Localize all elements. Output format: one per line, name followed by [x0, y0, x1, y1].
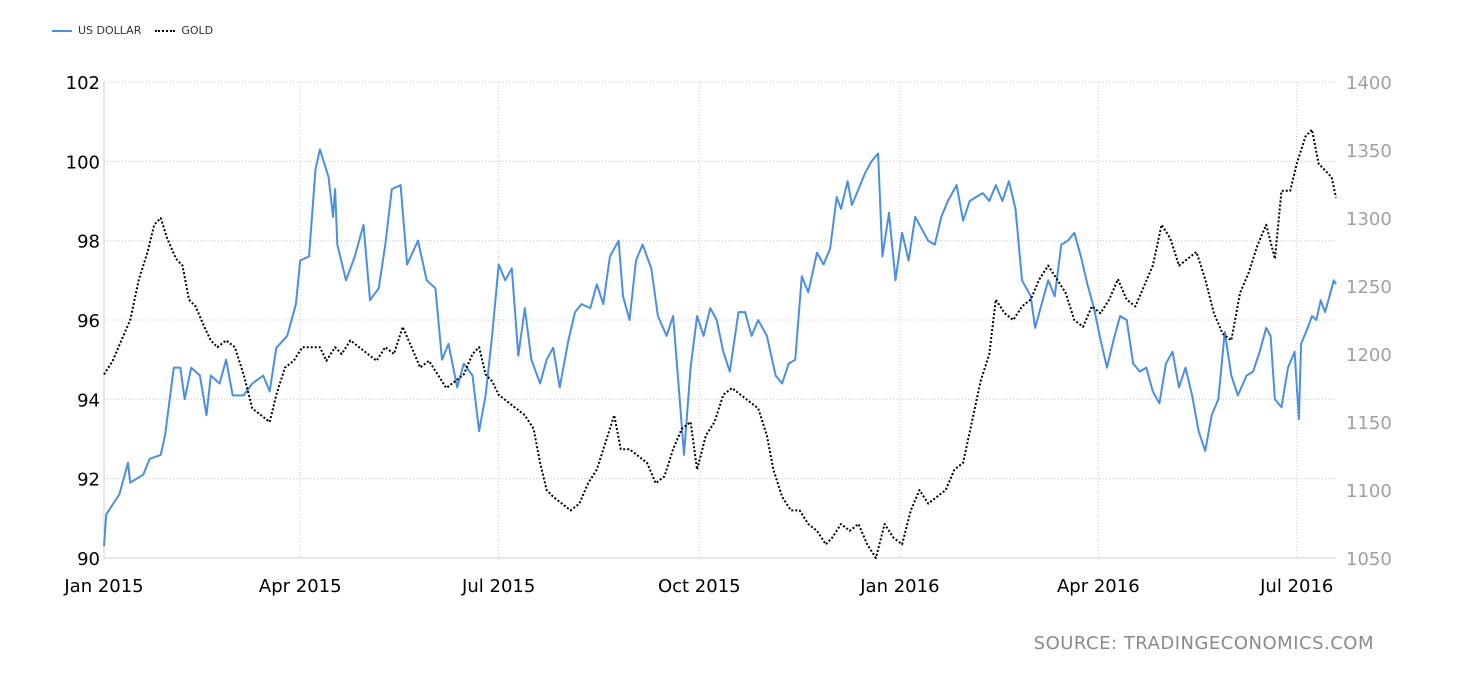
right-tick-label: 1250 [1346, 277, 1392, 298]
left-tick-label: 94 [77, 390, 100, 411]
source-credit: SOURCE: TRADINGECONOMICS.COM [1033, 633, 1374, 654]
right-tick-label: 1100 [1346, 481, 1392, 502]
x-tick-label: Jul 2015 [461, 576, 535, 597]
left-tick-label: 90 [77, 549, 100, 570]
gold-swatch-icon [155, 29, 176, 32]
x-tick-label: Jan 2015 [63, 576, 143, 597]
right-tick-label: 1350 [1346, 141, 1392, 162]
x-tick-label: Apr 2016 [1057, 576, 1140, 597]
left-tick-label: 96 [77, 311, 100, 332]
x-tick-label: Oct 2015 [658, 576, 741, 597]
chart-grid [103, 81, 1336, 559]
left-y-axis: 90 92 94 96 98 100 102 [66, 73, 105, 570]
chart-series [103, 128, 1337, 559]
right-tick-label: 1200 [1346, 345, 1392, 366]
usd-swatch-icon [52, 29, 72, 32]
right-tick-label: 1050 [1346, 549, 1392, 570]
gold-line [103, 128, 1337, 559]
left-tick-label: 102 [66, 73, 100, 94]
x-tick-label: Jul 2016 [1259, 576, 1333, 597]
x-axis: Jan 2015 Apr 2015 Jul 2015 Oct 2015 Jan 2016… [63, 557, 1336, 597]
legend-item-usd[interactable]: US DOLLAR [52, 24, 141, 37]
left-tick-label: 98 [77, 232, 100, 253]
x-tick-label: Jan 2016 [859, 576, 939, 597]
x-tick-label: Apr 2015 [259, 576, 342, 597]
right-tick-label: 1400 [1346, 73, 1392, 94]
legend-label-gold: GOLD [181, 24, 214, 37]
legend-label-usd: US DOLLAR [78, 24, 142, 37]
us-dollar-line [103, 148, 1337, 547]
legend-item-gold[interactable]: GOLD [155, 24, 213, 37]
right-tick-label: 1150 [1346, 413, 1392, 434]
left-tick-label: 100 [66, 152, 100, 173]
chart-legend: US DOLLAR GOLD [52, 24, 213, 37]
left-tick-label: 92 [77, 470, 100, 491]
right-tick-label: 1300 [1346, 209, 1392, 230]
right-y-axis: 1050 1100 1150 1200 1250 1300 1350 1400 [1346, 73, 1392, 570]
